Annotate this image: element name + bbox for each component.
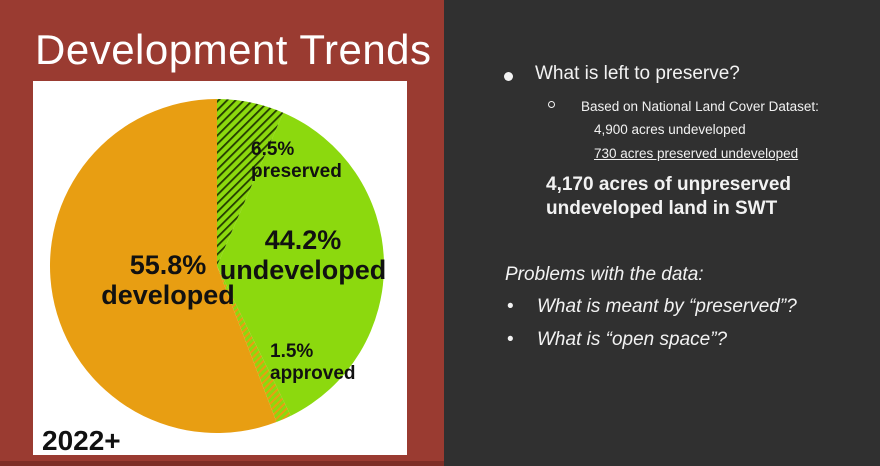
detail-undeveloped-acres: 4,900 acres undeveloped bbox=[594, 122, 746, 137]
bullet-icon bbox=[504, 72, 513, 81]
pie-label-approved-text: approved bbox=[270, 363, 356, 384]
bullet-icon: • bbox=[507, 296, 514, 317]
right-panel: What is left to preserve? Based on Natio… bbox=[444, 0, 880, 466]
detail-preserved-acres: 730 acres preserved undeveloped bbox=[594, 146, 799, 161]
pie-label-undeveloped-text: undeveloped bbox=[219, 255, 387, 286]
left-panel: Development Trends 6.5% preserved bbox=[0, 0, 444, 466]
pie-label-developed-pct: 55.8% bbox=[129, 250, 207, 280]
pie-label-developed: 55.8% developed bbox=[63, 250, 273, 310]
problems-heading: Problems with the data: bbox=[505, 264, 704, 285]
summary-line-1: 4,170 acres of unpreserved bbox=[546, 174, 792, 195]
bottom-strip bbox=[0, 461, 444, 466]
sub-bullet-dataset: Based on National Land Cover Dataset: bbox=[581, 99, 819, 114]
pie-label-approved: 1.5% approved bbox=[270, 341, 356, 385]
pie-label-approved-pct: 1.5% bbox=[270, 341, 314, 362]
problem-item-preserved: What is meant by “preserved”? bbox=[537, 296, 797, 317]
pie-label-preserved-pct: 6.5% bbox=[251, 139, 295, 160]
pie-label-preserved-text: preserved bbox=[251, 161, 342, 182]
pie-chart bbox=[49, 98, 385, 433]
pie-label-developed-text: developed bbox=[101, 280, 235, 311]
pie-slice-developed bbox=[49, 98, 277, 433]
pie-slice-approved bbox=[217, 266, 291, 423]
problem-item-open-space: What is “open space”? bbox=[537, 329, 728, 350]
hollow-bullet-icon bbox=[548, 101, 555, 108]
summary-line-2: undeveloped land in SWT bbox=[546, 198, 778, 219]
pie-slice-undeveloped bbox=[217, 112, 385, 416]
pie-label-preserved: 6.5% preserved bbox=[251, 139, 342, 183]
bullet-preserve-question: What is left to preserve? bbox=[535, 63, 740, 84]
slide-title: Development Trends bbox=[35, 26, 432, 73]
bullet-icon: • bbox=[507, 329, 514, 350]
pie-label-undeveloped: 44.2% undeveloped bbox=[198, 225, 408, 285]
pie-card: 6.5% preserved 44.2% undeveloped 1.5% ap… bbox=[33, 81, 408, 456]
pie-label-undeveloped-pct: 44.2% bbox=[264, 225, 342, 255]
pie-slice-preserved bbox=[217, 99, 284, 266]
pie-annotation-year: 2022+ bbox=[42, 425, 121, 456]
